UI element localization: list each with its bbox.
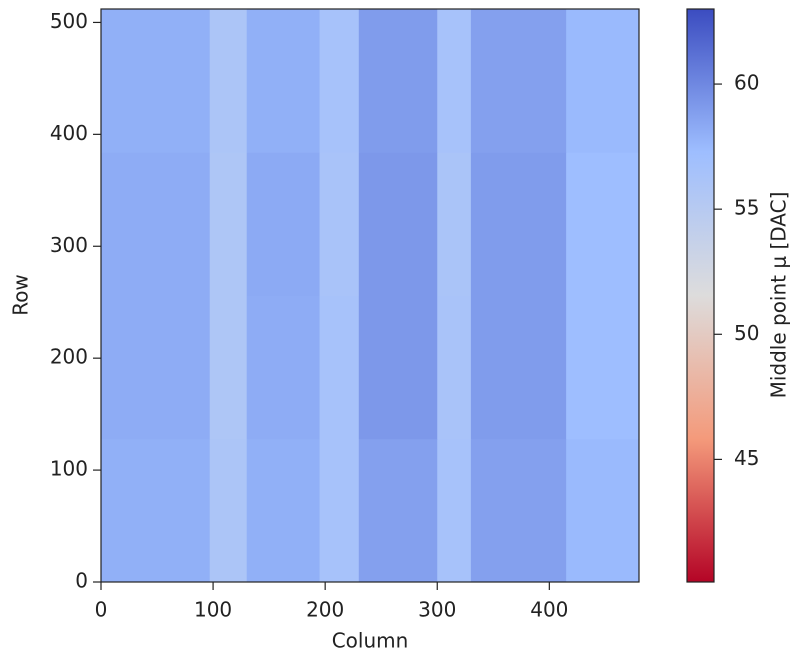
heatmap-cell xyxy=(358,438,438,583)
colorbar xyxy=(686,8,715,583)
heatmap-cell xyxy=(246,152,321,296)
y-tick-label: 400 xyxy=(50,121,88,145)
heatmap-cell xyxy=(101,438,211,583)
heatmap-cell xyxy=(470,295,567,440)
x-tick-label: 300 xyxy=(418,598,456,622)
heatmap-cell xyxy=(358,295,438,440)
heatmap-cell xyxy=(319,152,360,296)
heatmap-cell xyxy=(566,152,640,296)
heatmap-cell xyxy=(209,9,248,153)
y-tick-label: 100 xyxy=(50,457,88,481)
heatmap-cell xyxy=(319,438,360,583)
heatmap-cell xyxy=(566,295,640,440)
plot-frame xyxy=(100,8,640,583)
heatmap-cell xyxy=(437,295,472,440)
heatmap-cell xyxy=(566,9,640,153)
heatmap-cell xyxy=(319,9,360,153)
x-tick-label: 0 xyxy=(95,598,108,622)
heatmap-cell xyxy=(101,152,211,296)
heatmap-cell xyxy=(566,438,640,583)
heatmap-cell xyxy=(246,9,321,153)
y-tick-label: 200 xyxy=(50,345,88,369)
colorbar-tick-label: 50 xyxy=(734,321,759,345)
colorbar-tick-label: 60 xyxy=(734,71,759,95)
heatmap-cell xyxy=(246,438,321,583)
heatmap-cell xyxy=(358,152,438,296)
heatmap-cell xyxy=(209,152,248,296)
heatmap-cell xyxy=(101,295,211,440)
heatmap-cell xyxy=(209,295,248,440)
x-tick-label: 200 xyxy=(306,598,344,622)
heatmap-cell xyxy=(470,9,567,153)
colorbar-tick-label: 45 xyxy=(734,446,759,470)
heatmap-cell xyxy=(437,438,472,583)
y-tick-label: 0 xyxy=(75,569,88,593)
heatmap-cell xyxy=(470,152,567,296)
y-tick-label: 500 xyxy=(50,9,88,33)
x-tick-label: 100 xyxy=(194,598,232,622)
heatmap-cell xyxy=(358,9,438,153)
heatmap-cell xyxy=(437,152,472,296)
colorbar-label: Middle point μ [DAC] xyxy=(767,192,791,399)
heatmap-cell xyxy=(209,438,248,583)
y-tick-label: 300 xyxy=(50,233,88,257)
heatmap-cell xyxy=(437,9,472,153)
x-axis-label: Column xyxy=(332,629,409,653)
colorbar-tick-label: 55 xyxy=(734,196,759,220)
heatmap-cell xyxy=(246,295,321,440)
heatmap-cell xyxy=(101,9,211,153)
x-tick-label: 400 xyxy=(530,598,568,622)
heatmap-cell xyxy=(470,438,567,583)
heatmap-cell xyxy=(319,295,360,440)
y-axis-label: Row xyxy=(9,274,33,316)
